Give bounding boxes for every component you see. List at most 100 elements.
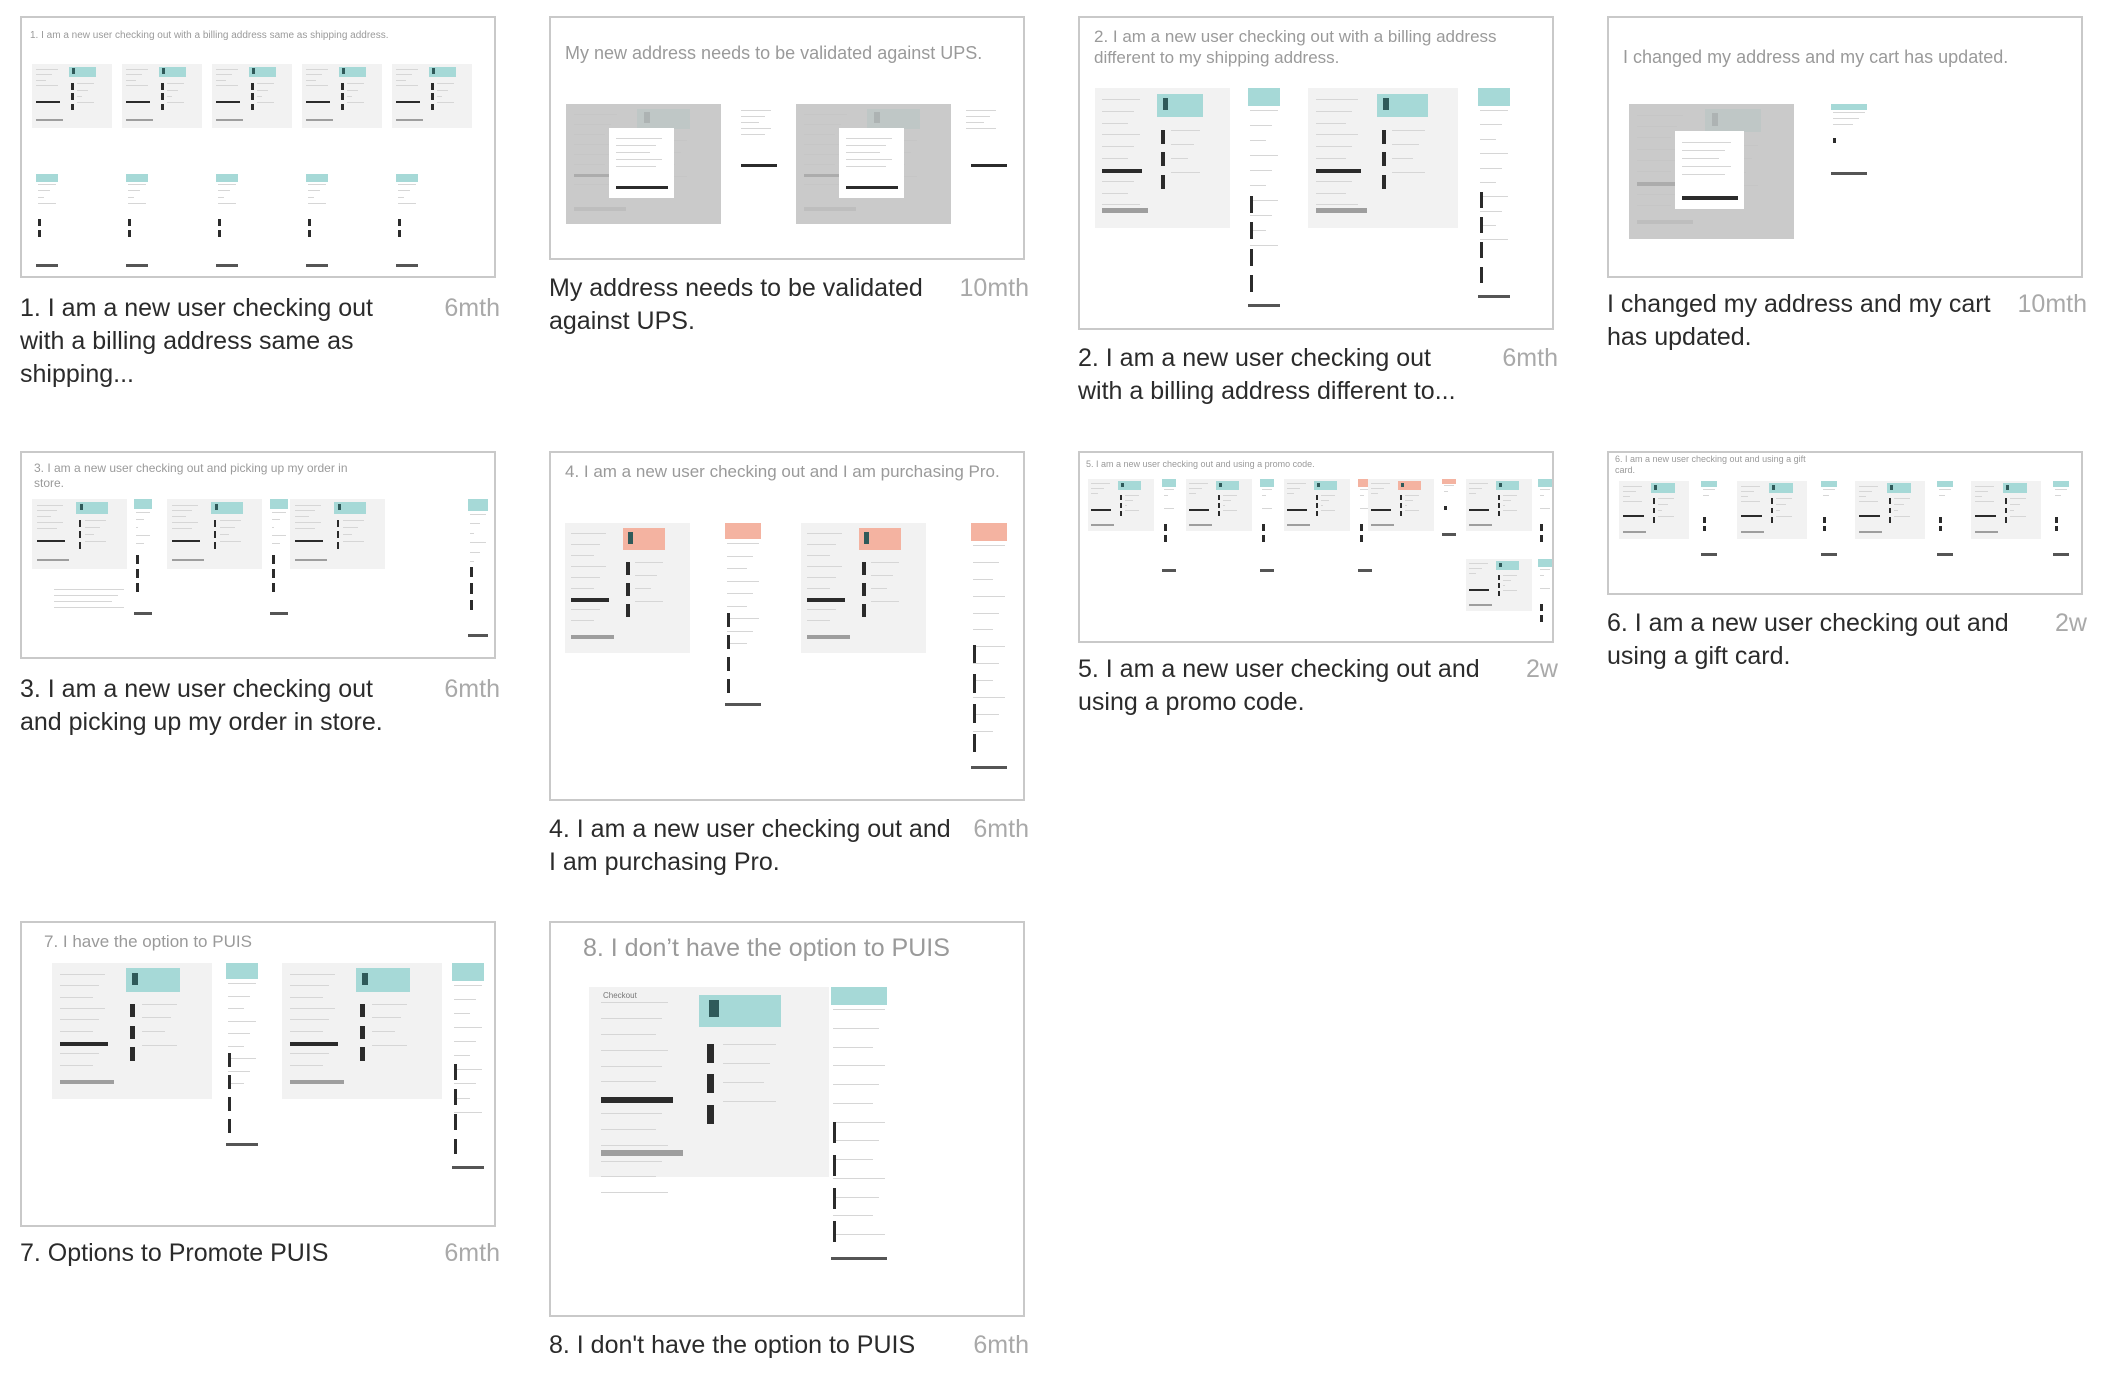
text-line [454, 985, 482, 986]
text-line [1480, 210, 1502, 212]
text-line [1404, 505, 1408, 506]
mobile-banner [306, 174, 328, 182]
order-summary-banner [1157, 93, 1203, 118]
annotation-note [54, 589, 124, 619]
flow-thumbnail[interactable]: 6. I am a new user checking out and usin… [1607, 451, 2083, 595]
text-line [1480, 239, 1508, 241]
text-line [470, 514, 486, 515]
continue-button [1740, 514, 1762, 517]
text-line [454, 1041, 476, 1043]
flow-screens [1086, 479, 1552, 641]
product-image [336, 542, 340, 550]
product-image [136, 555, 139, 564]
product-image [626, 582, 630, 596]
flow-thumbnail[interactable]: 5. I am a new user checking out and usin… [1078, 451, 1554, 643]
flow-thumbnail[interactable]: 2. I am a new user checking out with a b… [1078, 16, 1554, 330]
place-order-bar [60, 1079, 115, 1085]
product-image [431, 83, 434, 90]
product-image [1250, 196, 1253, 213]
text-line [1540, 569, 1550, 570]
product-image [1771, 498, 1774, 505]
text-line [228, 1058, 256, 1059]
text-line [308, 196, 314, 198]
text-line [141, 1017, 171, 1019]
text-line [1480, 196, 1508, 198]
text-line [601, 1033, 657, 1035]
mobile-banner [216, 174, 238, 182]
text-line [833, 1177, 885, 1179]
product-image [251, 83, 254, 90]
product-image [341, 93, 344, 100]
product-image [1262, 535, 1265, 542]
text-line [228, 1045, 244, 1047]
product-image [454, 1138, 457, 1155]
text-line [1681, 141, 1732, 143]
text-line [1250, 200, 1278, 201]
product-image [1164, 535, 1167, 542]
product-image [128, 219, 131, 226]
flow-thumbnail[interactable]: 8. I don’t have the option to PUIS Check… [549, 921, 1025, 1317]
text-line [1502, 585, 1506, 586]
continue-button [1974, 514, 1996, 517]
text-line [1315, 157, 1346, 159]
continue-button [1469, 509, 1490, 512]
mobile-banner [1937, 481, 1953, 488]
text-line [54, 589, 124, 590]
product-image [862, 603, 866, 617]
text-line [1250, 125, 1272, 126]
flow-thumbnail[interactable]: 1. I am a new user checking out with a b… [20, 16, 496, 278]
text-line [615, 144, 657, 146]
flow-thumbnail[interactable]: My new address needs to be validated aga… [549, 16, 1025, 260]
text-line [220, 527, 236, 528]
flow-thumbnail[interactable]: 3. I am a new user checking out and pick… [20, 451, 496, 659]
product-image [1498, 582, 1501, 589]
text-line [2055, 489, 2067, 490]
product-image [38, 230, 41, 237]
text-line [38, 202, 56, 204]
product-image [1161, 130, 1166, 144]
text-line [454, 1097, 470, 1099]
text-line [1502, 494, 1518, 496]
text-line [38, 196, 44, 198]
desktop-screen [1088, 479, 1154, 531]
product-image [1120, 511, 1123, 517]
flow-thumbnail[interactable]: 4. I am a new user checking out and I am… [549, 451, 1025, 801]
text-line [845, 144, 887, 146]
product-image [454, 1089, 457, 1105]
order-summary-banner [125, 968, 180, 992]
product-image [1498, 591, 1501, 597]
text-line [171, 504, 199, 506]
text-line [1540, 495, 1544, 497]
place-order-bar [1469, 603, 1492, 606]
mobile-screen [226, 963, 258, 1163]
flow-caption: 5. I am a new user checking out and usin… [1078, 655, 1480, 716]
text-line [1823, 495, 1829, 496]
product-image [38, 219, 41, 226]
flow-thumbnail[interactable]: 7. I have the option to PUIS [20, 921, 496, 1227]
text-line [136, 542, 144, 544]
text-line [1502, 510, 1518, 512]
product-image [1316, 502, 1319, 509]
text-line [216, 85, 239, 87]
product-image [1540, 604, 1543, 611]
text-line [1371, 488, 1384, 490]
mobile-cta [1821, 553, 1837, 556]
mobile-banner [452, 963, 484, 981]
text-line [727, 543, 759, 544]
product-image [1316, 511, 1319, 517]
text-line [290, 985, 329, 987]
flow-thumbnail[interactable]: I changed my address and my cart has upd… [1607, 16, 2083, 278]
mobile-cta [1701, 553, 1717, 556]
text-line [1320, 499, 1330, 501]
product-image [1771, 507, 1774, 514]
text-line [128, 190, 140, 192]
place-order-bar [571, 634, 614, 639]
desktop-screen [52, 963, 212, 1099]
text-line [256, 89, 269, 91]
brand-badge [1162, 97, 1168, 111]
continue-button [396, 101, 420, 104]
product-image [1250, 275, 1253, 292]
text-line [1939, 495, 1945, 496]
text-line [290, 973, 335, 975]
text-line [845, 159, 893, 161]
